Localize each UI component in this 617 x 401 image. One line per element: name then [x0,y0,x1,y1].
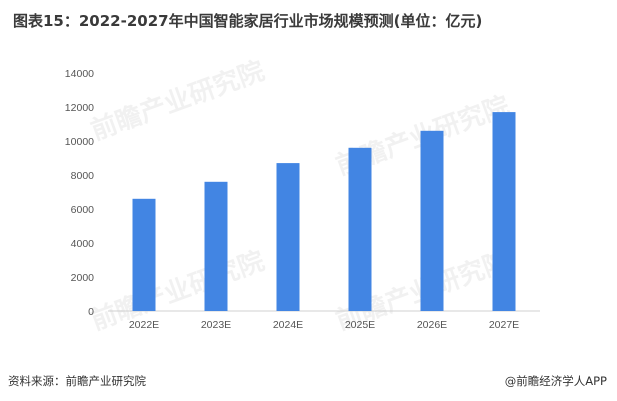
bar-series [132,112,516,311]
y-tick-label: 8000 [71,170,95,182]
x-tick-label: 2023E [201,319,231,331]
bar [348,147,372,311]
y-tick-label: 4000 [71,238,95,250]
bar [492,112,516,311]
watermark-text: 前瞻产业研究院 [87,245,269,336]
credit-note: @前瞻经济学人APP [504,374,607,388]
y-tick-label: 14000 [65,68,94,80]
x-tick-label: 2022E [129,319,159,331]
x-tick-label: 2026E [417,319,447,331]
bar [132,198,156,311]
x-tick-label: 2024E [273,319,303,331]
y-tick-label: 12000 [65,102,94,114]
y-axis: 0 2000 4000 6000 8000 10000 12000 14000 [65,68,94,318]
y-tick-label: 2000 [71,272,95,284]
bar [204,181,228,311]
x-tick-label: 2025E [345,319,375,331]
watermark-text: 前瞻产业研究院 [87,55,269,146]
bar [276,163,300,311]
y-tick-label: 6000 [71,204,95,216]
source-note: 资料来源：前瞻产业研究院 [8,374,146,388]
x-axis: 2022E 2023E 2024E 2025E 2026E 2027E [129,319,519,331]
y-tick-label: 0 [88,306,94,318]
bar [420,130,444,311]
y-tick-label: 10000 [65,136,94,148]
chart-title: 图表15：2022-2027年中国智能家居行业市场规模预测(单位：亿元) [13,12,483,30]
x-tick-label: 2027E [489,319,519,331]
